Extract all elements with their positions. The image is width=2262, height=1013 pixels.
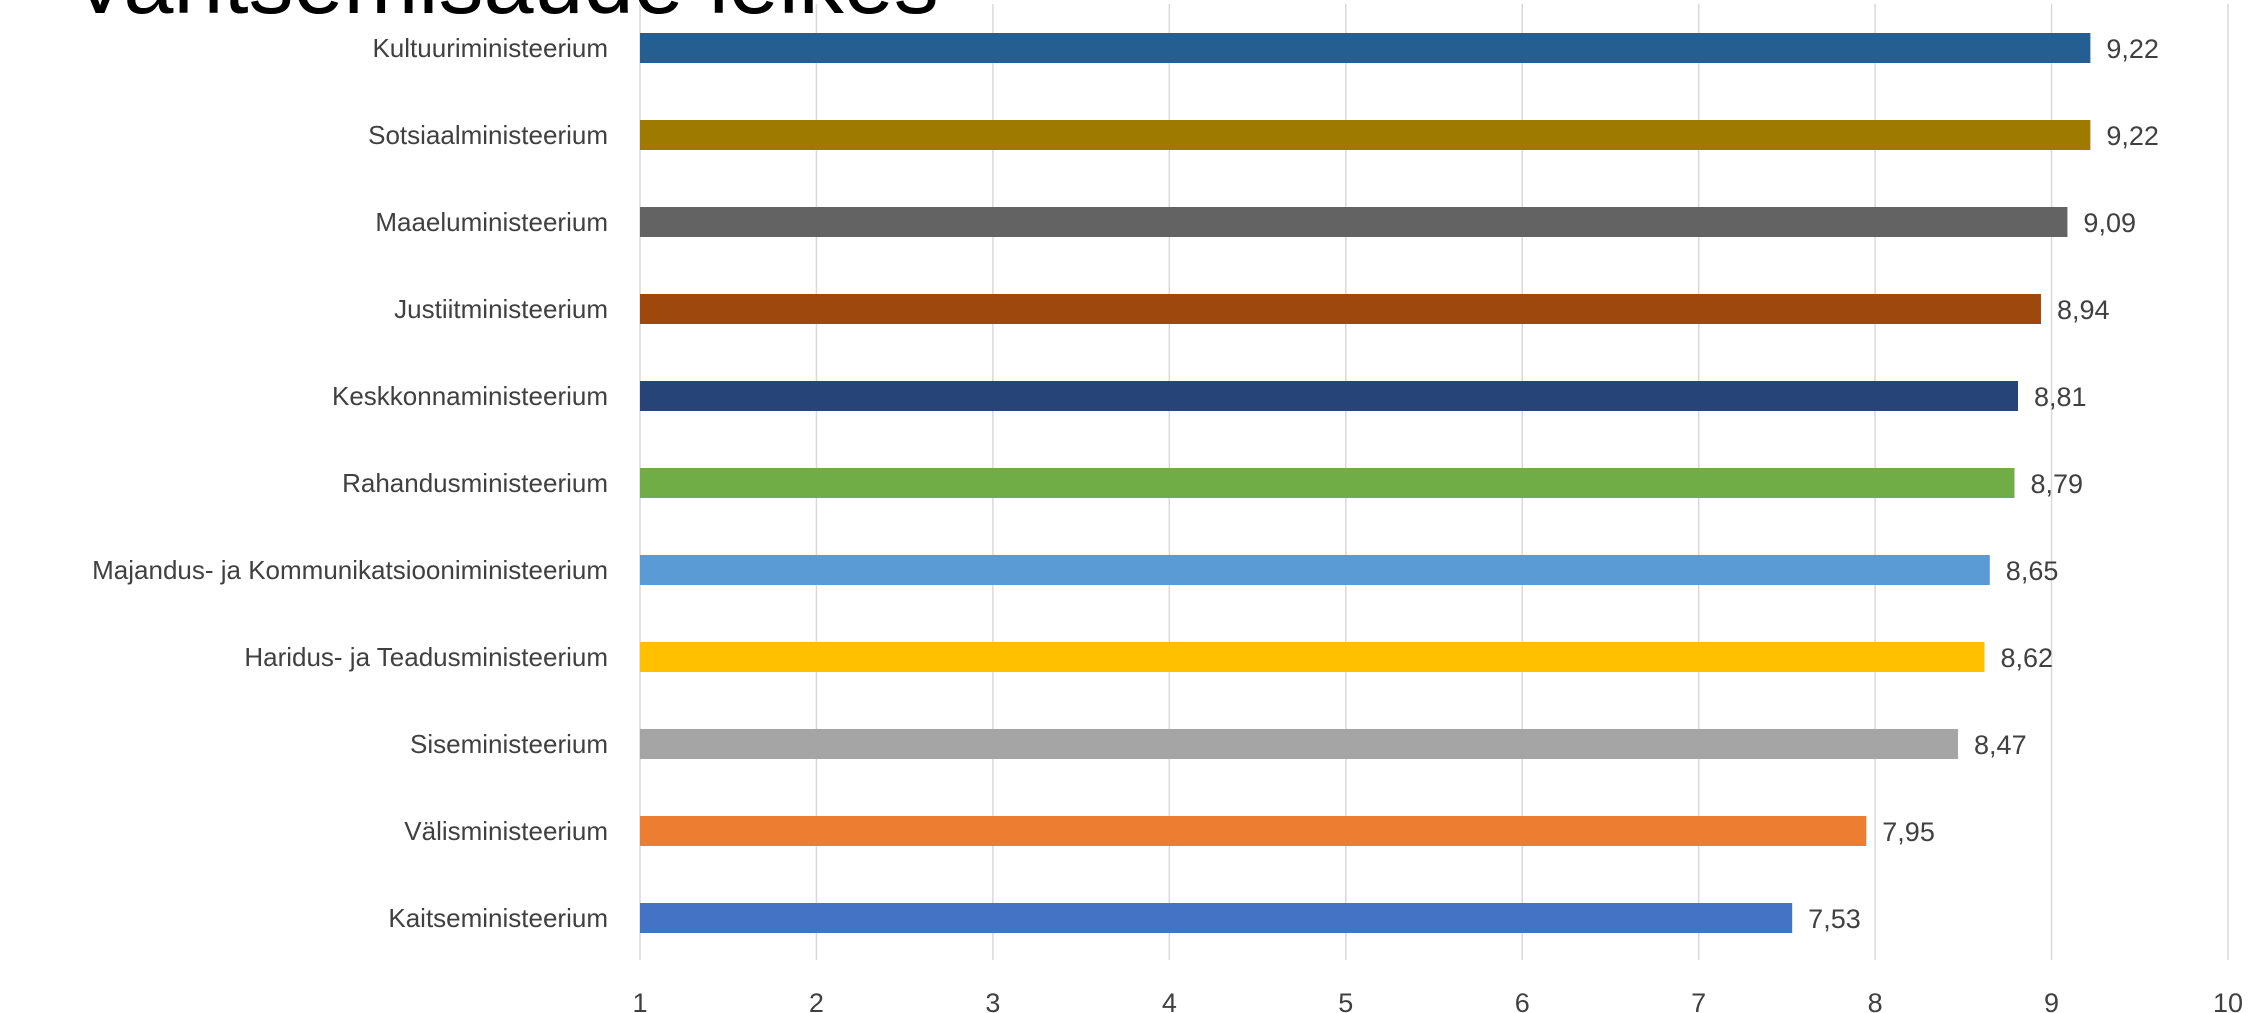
x-tick-label: 2 [809,988,824,1013]
x-tick-label: 4 [1162,988,1177,1013]
x-tick-label: 3 [985,988,1000,1013]
data-label: 8,47 [1974,730,2027,760]
data-label: 9,22 [2106,121,2159,151]
bar [640,729,1959,759]
x-tick-label: 10 [2213,988,2243,1013]
data-label: 8,62 [2001,643,2054,673]
x-axis-tick-labels: 1 2 3 4 5 6 7 8 9 10 [632,988,2243,1013]
bar [640,468,2015,498]
category-label: Rahandusministeerium [342,468,608,498]
chart-title: Vahtsemisaude lelkes [70,0,939,28]
x-tick-label: 8 [1868,988,1883,1013]
data-label: 9,09 [2083,208,2136,238]
bar [640,294,2041,324]
category-label: Siseministeerium [410,729,608,759]
data-label: 8,65 [2006,556,2059,586]
bar [640,642,1985,672]
category-label: Maaeluministeerium [375,207,608,237]
bar [640,33,2091,63]
bars [640,33,2091,933]
category-labels: Kultuuriministeerium Sotsiaalministeerium… [92,33,608,933]
category-label: Kaitseministeerium [388,903,608,933]
data-label: 8,81 [2034,382,2087,412]
category-label: Välisministeerium [404,816,608,846]
data-label: 8,94 [2057,295,2110,325]
x-tick-label: 1 [632,988,647,1013]
bar [640,903,1793,933]
category-label: Keskkonnaministeerium [332,381,608,411]
value-labels: 9,22 9,22 9,09 8,94 8,81 8,79 8,65 8,62 8,47 7,95… [1808,34,2159,934]
category-label: Haridus- ja Teadusministeerium [244,642,608,672]
bar [640,120,2091,150]
category-label: Justiitministeerium [394,294,608,324]
bar [640,816,1867,846]
category-label: Sotsiaalministeerium [368,120,608,150]
bar [640,207,2068,237]
x-tick-label: 7 [1691,988,1706,1013]
x-tick-label: 9 [2044,988,2059,1013]
x-tick-label: 5 [1338,988,1353,1013]
bar [640,381,2019,411]
category-label: Majandus- ja Kommunikatsiooniministeeriu… [92,555,608,585]
data-label: 8,79 [2031,469,2084,499]
data-label: 7,53 [1808,904,1861,934]
data-label: 9,22 [2106,34,2159,64]
bar [640,555,1990,585]
category-label: Kultuuriministeerium [372,33,608,63]
data-label: 7,95 [1882,817,1935,847]
x-tick-label: 6 [1515,988,1530,1013]
